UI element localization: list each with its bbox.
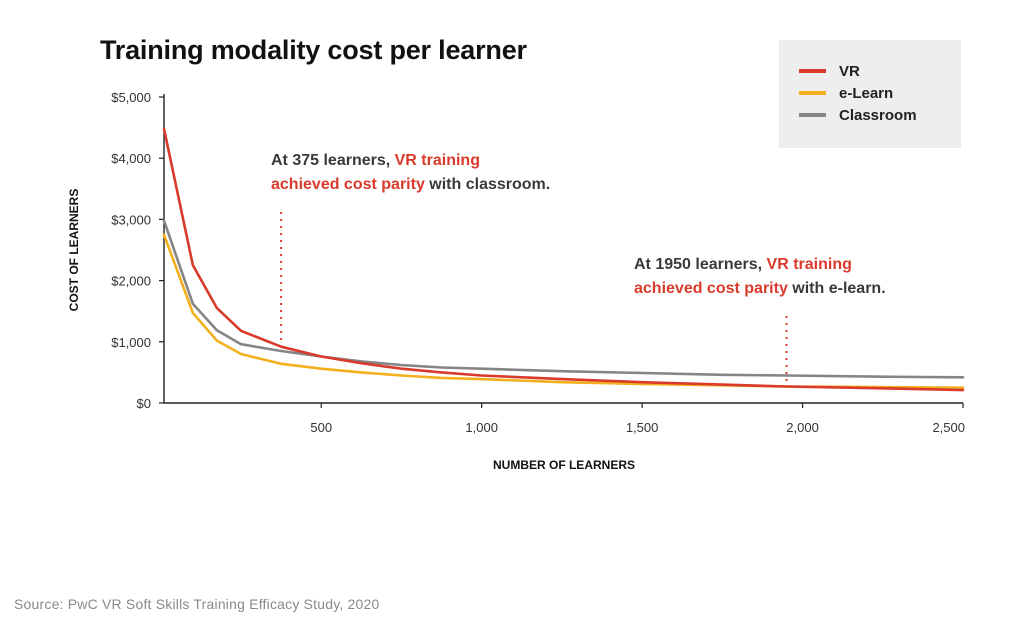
legend-label-elearn: e-Learn [839,84,894,102]
annotation-classroom-parity: At 375 learners, VR training achieved co… [271,149,550,197]
annotation-line-2: achieved cost parity with classroom. [271,176,551,193]
series-lines [162,127,965,392]
y-tick-label: $0 [137,396,151,411]
source-note: Source: PwC VR Soft Skills Training Effi… [14,596,380,612]
legend-item-vr: VR [799,60,860,82]
y-tick-label: $2,000 [111,274,151,289]
legend-item-classroom: Classroom [799,104,917,126]
x-tick-label: 1,500 [626,420,659,435]
ticks: $0 $1,000 $2,000 $3,000 $4,000 $5,000 500 1,000… [111,90,965,435]
legend-swatch-elearn [799,91,826,95]
annotation-line-2: achieved cost parity with e-learn. [634,280,886,297]
y-tick-label: $3,000 [111,212,151,227]
y-tick-label: $1,000 [111,335,151,350]
annotation-line-1: At 375 learners, VR training [271,152,480,169]
series-line-vr [162,127,965,392]
legend-label-classroom: Classroom [839,106,917,124]
axes [163,94,963,404]
chart-title: Training modality cost per learner [100,35,527,65]
y-tick-label: $5,000 [111,90,151,105]
annotation-line-1: At 1950 learners, VR training [634,256,852,273]
parity-markers [280,212,788,382]
x-tick-label: 2,000 [786,420,819,435]
annotation-elearn-parity: At 1950 learners, VR training achieved c… [634,253,886,301]
x-tick-label: 500 [310,420,332,435]
legend-item-elearn: e-Learn [799,82,893,104]
legend-swatch-vr [799,69,826,73]
x-tick-label: 2,500 [932,420,965,435]
y-tick-label: $4,000 [111,151,151,166]
x-tick-label: 1,000 [465,420,498,435]
legend-label-vr: VR [839,62,860,80]
series-line-classroom [162,219,965,379]
x-axis-label: NUMBER OF LEARNERS [493,458,635,472]
legend: VR e-Learn Classroom [779,40,961,148]
y-axis-label: COST OF LEARNERS [67,189,81,312]
legend-swatch-classroom [799,113,826,117]
